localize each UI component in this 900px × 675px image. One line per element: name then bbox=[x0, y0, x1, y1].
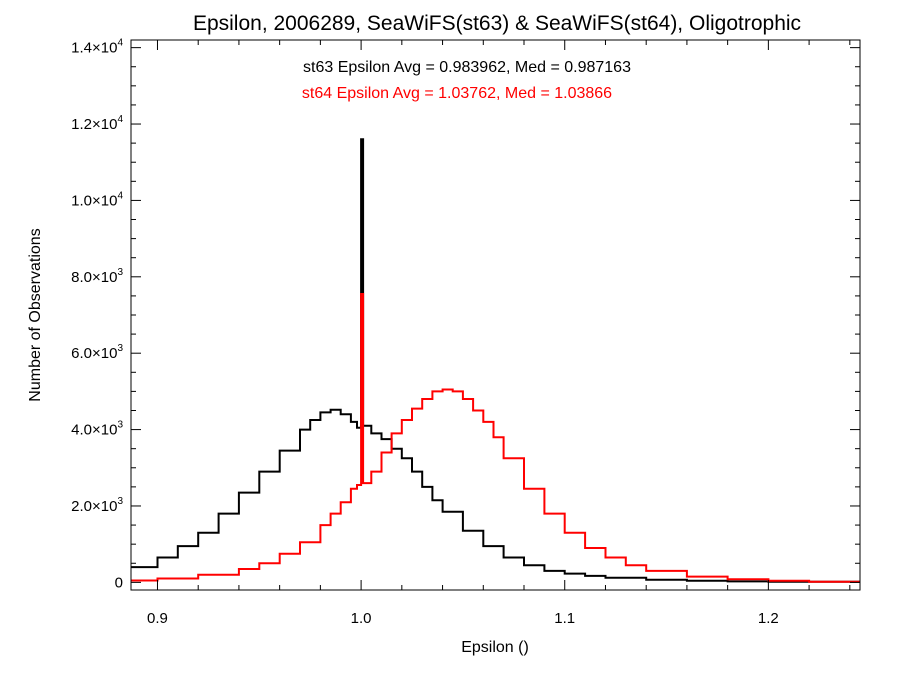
y-axis-label: Number of Observations bbox=[27, 228, 44, 401]
y-tick-label: 1.0×104 bbox=[71, 190, 123, 209]
series-line-0 bbox=[131, 138, 860, 583]
y-tick-label: 1.4×104 bbox=[71, 38, 123, 57]
series-line-1 bbox=[131, 293, 860, 583]
y-tick-label: 2.0×103 bbox=[71, 496, 123, 515]
plot-frame bbox=[130, 39, 861, 591]
y-tick-label: 1.2×104 bbox=[71, 114, 123, 133]
x-tick-label: 0.9 bbox=[147, 610, 168, 627]
x-tick-label: 1.1 bbox=[554, 610, 575, 627]
x-tick-label: 1.0 bbox=[351, 610, 372, 627]
x-tick-label: 1.2 bbox=[758, 610, 779, 627]
y-tick-label: 0 bbox=[115, 574, 123, 591]
y-tick-label: 6.0×103 bbox=[71, 343, 123, 362]
chart-title: Epsilon, 2006289, SeaWiFS(st63) & SeaWiF… bbox=[193, 12, 801, 35]
y-tick-label: 8.0×103 bbox=[71, 267, 123, 286]
series-layer bbox=[131, 138, 860, 583]
annotation-st63: st63 Epsilon Avg = 0.983962, Med = 0.987… bbox=[303, 59, 631, 76]
y-tick-label: 4.0×103 bbox=[71, 420, 123, 439]
x-axis-label: Epsilon () bbox=[461, 639, 529, 656]
axis-layer: 0.9 1.0 1.1 1.2 0 2.0×103 4.0×103 6.0×103 8.0×10… bbox=[71, 38, 860, 627]
annotation-st64: st64 Epsilon Avg = 1.03762, Med = 1.0386… bbox=[302, 85, 612, 102]
